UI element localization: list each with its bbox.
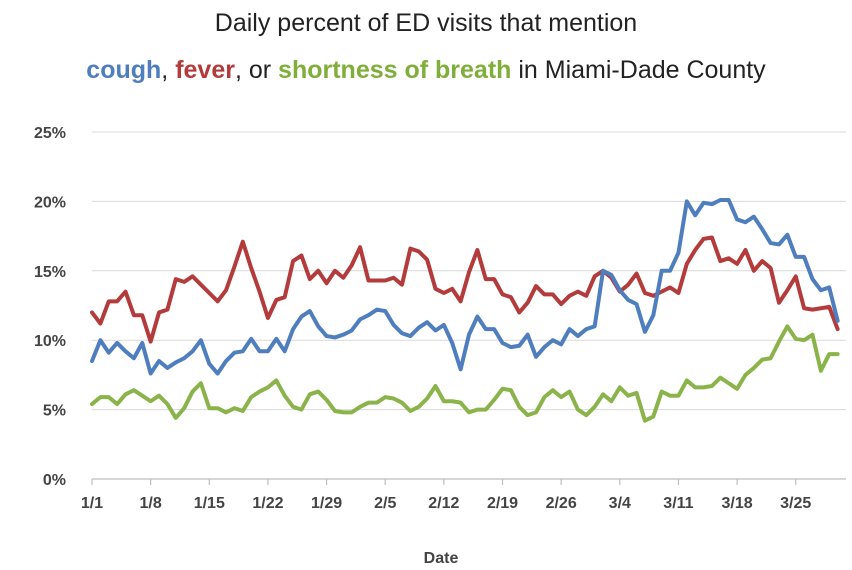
x-tick-label: 3/11 xyxy=(663,495,693,512)
x-tick-label: 1/8 xyxy=(140,495,162,512)
x-tick-label: 1/29 xyxy=(311,495,342,512)
title-shortness-of-breath: shortness of breath xyxy=(278,56,512,84)
x-tick-label: 1/1 xyxy=(81,495,103,512)
x-axis xyxy=(91,478,846,485)
title-suffix: in Miami-Dade County xyxy=(511,56,766,84)
x-tick-label: 1/15 xyxy=(194,495,225,512)
y-tick-label: 25% xyxy=(34,125,66,142)
title-separator-2: , or xyxy=(234,56,279,84)
series-line-fever xyxy=(90,235,840,344)
title-fever: fever xyxy=(175,56,235,84)
x-tick-label: 1/22 xyxy=(252,495,283,512)
x-tick-label: 3/4 xyxy=(609,495,631,512)
series-line-shortness-of-breath xyxy=(90,324,840,423)
series-lines xyxy=(90,198,840,423)
chart-title-line-2: cough, fever, or shortness of breath in … xyxy=(0,56,852,85)
title-cough: cough xyxy=(86,56,162,84)
x-axis-tick-labels: 1/1 1/8 1/15 1/22 1/29 2/5 2/12 2/19 2/26 3/4 3/11… xyxy=(81,495,812,512)
x-tick-label: 3/25 xyxy=(780,495,811,512)
y-tick-label: 10% xyxy=(34,333,66,350)
y-axis-tick-labels: 0% 5% 10% 15% 20% 25% xyxy=(34,125,66,489)
y-tick-label: 5% xyxy=(43,403,66,420)
series-line-cough xyxy=(90,198,840,376)
x-tick-label: 2/26 xyxy=(546,495,577,512)
y-tick-label: 15% xyxy=(34,264,66,281)
y-tick-label: 0% xyxy=(43,472,66,489)
chart-title-line-1: Daily percent of ED visits that mention xyxy=(214,9,638,37)
x-axis-title: Date xyxy=(424,550,459,567)
y-tick-label: 20% xyxy=(34,194,66,211)
x-tick-label: 3/18 xyxy=(722,495,753,512)
x-tick-label: 2/19 xyxy=(487,495,518,512)
x-tick-label: 2/5 xyxy=(374,495,396,512)
x-tick-label: 2/12 xyxy=(428,495,459,512)
title-separator-1: , xyxy=(161,56,176,84)
